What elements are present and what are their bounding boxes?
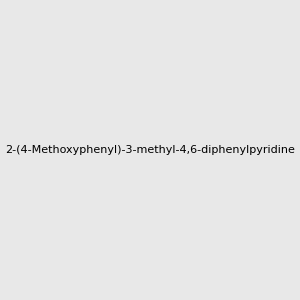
Text: 2-(4-Methoxyphenyl)-3-methyl-4,6-diphenylpyridine: 2-(4-Methoxyphenyl)-3-methyl-4,6-dipheny…: [5, 145, 295, 155]
